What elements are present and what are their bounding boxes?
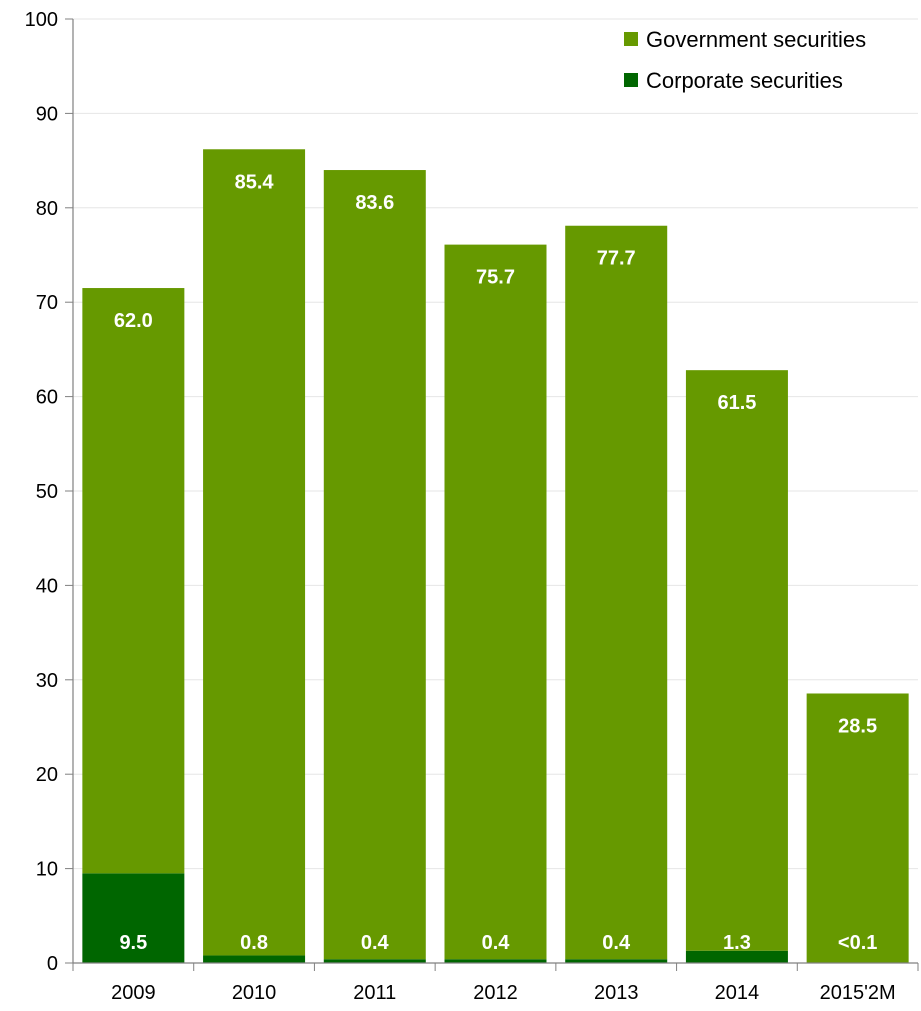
bar-segment — [444, 244, 547, 960]
data-label: 1.3 — [723, 932, 751, 954]
legend-label: Corporate securities — [646, 68, 843, 93]
y-tick-label: 40 — [36, 575, 58, 597]
y-tick-label: 0 — [47, 953, 58, 975]
data-labels: 9.5 62.0 0.8 85.4 0.4 83.6 0.4 75.7 0.4 77.7 1.3 61… — [114, 171, 877, 954]
data-label: 77.7 — [597, 248, 636, 270]
data-label: 28.5 — [838, 715, 877, 737]
legend-label: Government securities — [646, 27, 866, 52]
y-tick-label: 70 — [36, 292, 58, 314]
data-label: 62.0 — [114, 310, 153, 332]
data-label: 85.4 — [235, 171, 275, 193]
bar-segment — [82, 873, 185, 963]
data-label: 0.4 — [602, 932, 631, 954]
legend-swatch — [624, 32, 638, 46]
bar-segment — [203, 955, 306, 963]
y-tick-label: 60 — [36, 387, 58, 409]
data-label: 61.5 — [717, 392, 756, 414]
y-tick-label: 10 — [36, 859, 58, 881]
bar-segment — [806, 693, 909, 963]
x-tick-label: 2014 — [715, 982, 760, 1004]
y-tick-label: 80 — [36, 198, 58, 220]
bar-segment — [565, 225, 668, 960]
data-label: 0.8 — [240, 932, 268, 954]
bars — [82, 149, 909, 963]
y-tick-label: 100 — [25, 9, 58, 31]
bar-segment — [685, 950, 788, 963]
x-tick-label: 2015'2M — [820, 982, 896, 1004]
bar-segment — [444, 959, 547, 963]
y-axis-ticks: 0 10 20 30 40 50 60 70 80 90 100 — [25, 9, 73, 975]
data-label: 0.4 — [482, 932, 511, 954]
y-tick-label: 30 — [36, 670, 58, 692]
data-label: 83.6 — [355, 192, 394, 214]
x-tick-label: 2009 — [111, 982, 156, 1004]
data-label: 75.7 — [476, 267, 515, 289]
x-tick-label: 2010 — [232, 982, 277, 1004]
bar-segment — [685, 370, 788, 951]
data-label: 9.5 — [119, 932, 147, 954]
bar-segment — [323, 959, 426, 963]
data-label: 0.4 — [361, 932, 390, 954]
y-tick-label: 50 — [36, 481, 58, 503]
bar-segment — [323, 170, 426, 960]
x-tick-label: 2011 — [353, 982, 396, 1004]
legend: Government securities Corporate securitie… — [624, 27, 866, 93]
legend-swatch — [624, 73, 638, 87]
bar-segment — [82, 288, 185, 874]
bar-segment — [203, 149, 306, 956]
y-tick-label: 20 — [36, 764, 58, 786]
y-tick-label: 90 — [36, 103, 58, 125]
bar-segment — [565, 959, 668, 963]
data-label: <0.1 — [838, 932, 877, 954]
x-axis-ticks: 2009 2010 2011 2012 2013 2014 2015'2M — [72, 963, 919, 1004]
x-tick-label: 2012 — [473, 982, 518, 1004]
x-tick-label: 2013 — [594, 982, 639, 1004]
